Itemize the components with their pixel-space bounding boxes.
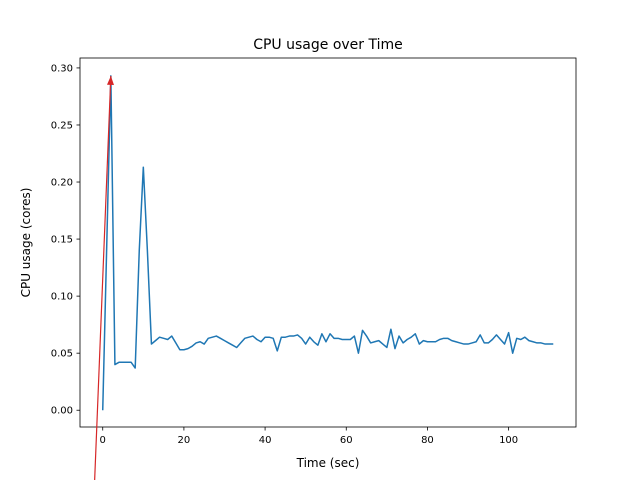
annotation-arrow-head xyxy=(106,75,114,86)
chart-title: CPU usage over Time xyxy=(253,37,403,53)
axis-ticks: 0 20 40 60 80 100 0.00 0.05 0.10 0.15 0.20 0.25 0.30 xyxy=(51,63,518,446)
series-line-0 xyxy=(101,75,554,411)
x-tick-label: 40 xyxy=(259,435,272,446)
y-tick-label: 0.30 xyxy=(51,63,73,74)
x-tick-label: 60 xyxy=(340,435,353,446)
y-tick-label: 0.00 xyxy=(51,406,73,417)
y-tick-label: 0.05 xyxy=(51,349,73,360)
y-tick-label: 0.20 xyxy=(51,178,73,189)
plot-area xyxy=(80,58,576,427)
y-axis-label: CPU usage (cores) xyxy=(19,188,33,298)
x-tick-label: 100 xyxy=(499,435,518,446)
x-tick-label: 20 xyxy=(178,435,191,446)
annotations xyxy=(94,75,114,480)
y-tick-label: 0.15 xyxy=(51,235,73,246)
y-tick-label: 0.25 xyxy=(51,120,73,131)
x-tick-label: 0 xyxy=(100,435,106,446)
annotation-arrow-shaft xyxy=(94,75,112,480)
plot-content xyxy=(101,75,554,411)
x-tick-label: 80 xyxy=(421,435,434,446)
y-tick-label: 0.10 xyxy=(51,292,73,303)
plot-frame xyxy=(79,57,577,428)
x-axis-label: Time (sec) xyxy=(296,456,360,470)
